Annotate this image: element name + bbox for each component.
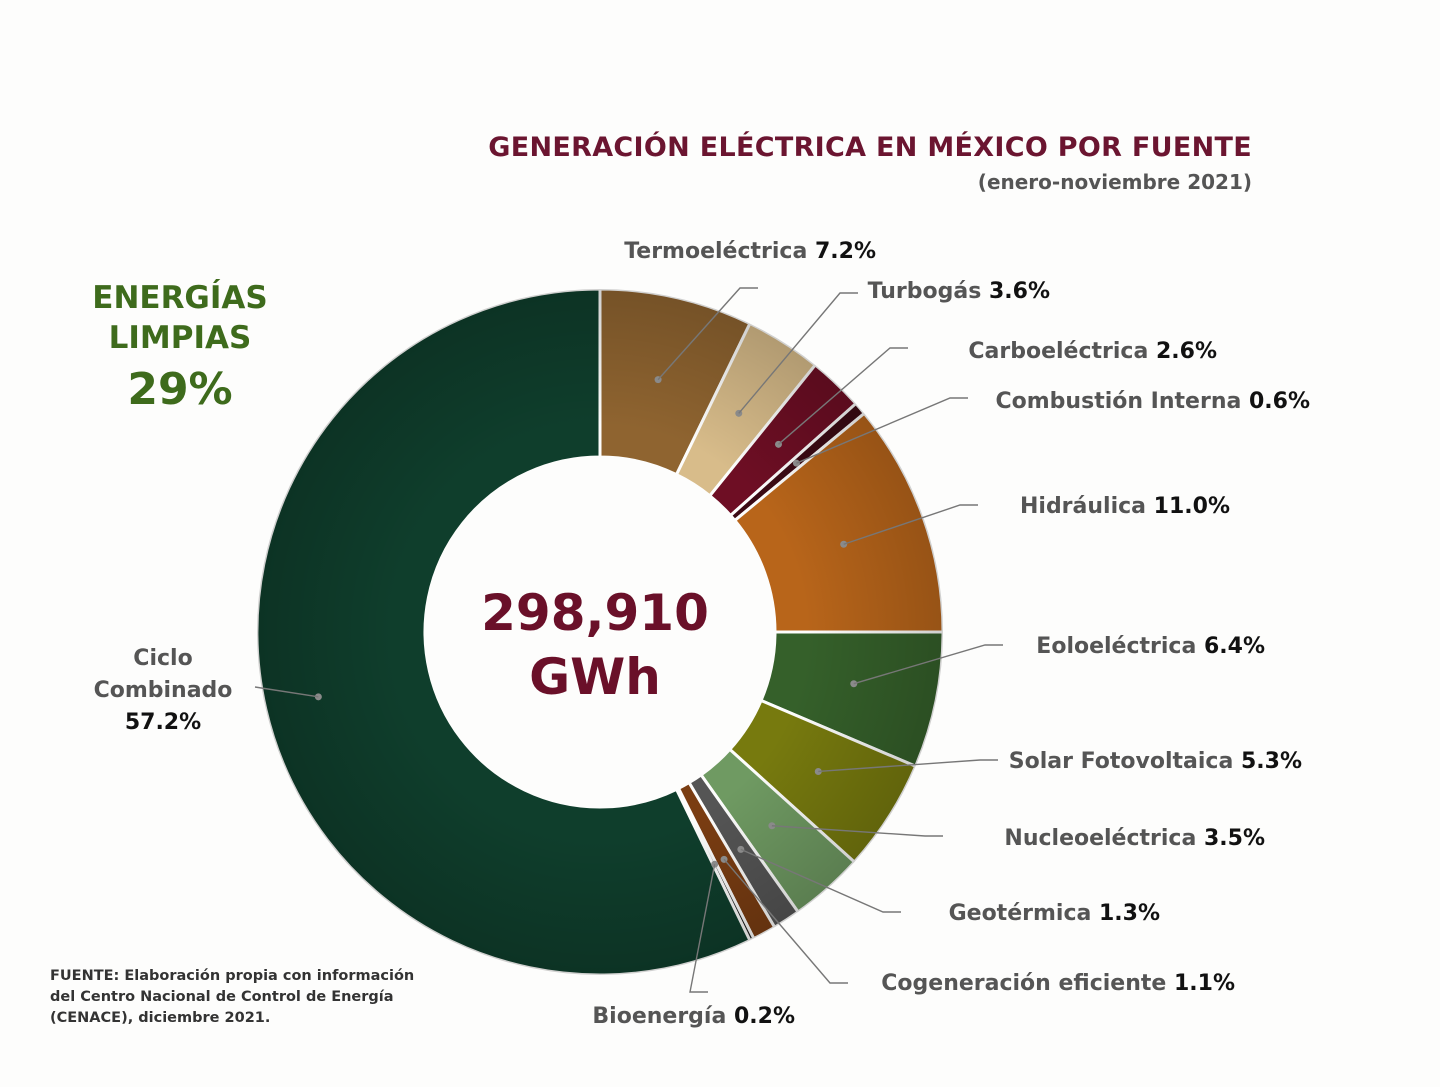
slice-label: Nucleoeléctrica 3.5% <box>1004 826 1265 851</box>
leader-line <box>818 759 998 773</box>
chart-subtitle: (enero-noviembre 2021) <box>978 170 1252 194</box>
leader-line <box>843 504 978 545</box>
chart-title: GENERACIÓN ELÉCTRICA EN MÉXICO POR FUENT… <box>488 131 1252 163</box>
slice-label: Hidráulica 11.0% <box>1020 494 1230 519</box>
slice-label-name: Bioenergía <box>592 1004 734 1029</box>
leader-line <box>853 644 1003 685</box>
slice-label-value: 6.4% <box>1204 634 1265 659</box>
slice-label-value: 3.5% <box>1204 826 1265 851</box>
slice-label-name: Combinado <box>94 678 233 703</box>
slice-label-name: Carboeléctrica <box>968 339 1156 364</box>
clean-energy-line1: ENERGÍAS <box>92 280 267 316</box>
slice-label-name: Nucleoeléctrica <box>1004 826 1204 851</box>
slice-label-value: 0.6% <box>1249 389 1310 414</box>
slice-label-name: Ciclo <box>133 646 192 671</box>
leader-line <box>689 864 716 993</box>
slice-label-value: 5.3% <box>1241 749 1302 774</box>
leader-line <box>796 397 968 464</box>
slice-label: Turbogás 3.6% <box>868 279 1050 304</box>
leader-line <box>657 287 758 381</box>
slice-label: Cogeneración eficiente 1.1% <box>881 971 1235 996</box>
slice-label-name: Turbogás <box>868 279 989 304</box>
slice-label-value: 2.6% <box>1156 339 1217 364</box>
slice-label-value: 11.0% <box>1154 494 1230 519</box>
slice-label-name: Geotérmica <box>949 901 1099 926</box>
slice-label-name: Combustión Interna <box>996 389 1249 414</box>
slice-label-name: Cogeneración eficiente <box>881 971 1174 996</box>
slice-label-name: Termoeléctrica <box>624 239 815 264</box>
slice-label-name: Hidráulica <box>1020 494 1154 519</box>
slice-label: Combustión Interna 0.6% <box>996 389 1311 414</box>
slice-label-value: 3.6% <box>989 279 1050 304</box>
leader-line <box>738 292 858 414</box>
slice-label-value: 0.2% <box>734 1004 795 1029</box>
slice-label-value: 1.3% <box>1099 901 1160 926</box>
slice-label: Termoeléctrica 7.2% <box>624 239 876 264</box>
slice-label: Geotérmica 1.3% <box>949 901 1160 926</box>
leader-line <box>778 347 908 445</box>
leader-lines <box>254 287 1003 993</box>
center-total-unit: GWh <box>529 648 661 706</box>
slice-label-value: 57.2% <box>125 710 201 735</box>
slice-label: Solar Fotovoltaica 5.3% <box>1009 749 1302 774</box>
slice-label: Eoloeléctrica 6.4% <box>1036 634 1265 659</box>
slice-labels: Termoeléctrica 7.2% Turbogás 3.6% Carboelé… <box>94 239 1310 1029</box>
slice-label-value: 1.1% <box>1174 971 1235 996</box>
slice-label: Bioenergía 0.2% <box>592 1004 795 1029</box>
slice-label-value: 7.2% <box>815 239 876 264</box>
slice-label-name: Eoloeléctrica <box>1036 634 1204 659</box>
slice-label-name: Solar Fotovoltaica <box>1009 749 1241 774</box>
leader-line <box>723 858 848 984</box>
donut-hole <box>426 458 774 806</box>
leader-line <box>771 825 943 837</box>
slice-label: Carboeléctrica 2.6% <box>968 339 1217 364</box>
source-line2: del Centro Nacional de Control de Energí… <box>50 989 394 1005</box>
leader-line <box>254 686 319 698</box>
source-line3: (CENACE), diciembre 2021. <box>50 1010 270 1026</box>
source-line1: FUENTE: Elaboración propia con informaci… <box>50 968 414 984</box>
center-total-value: 298,910 <box>481 584 709 642</box>
clean-energy-line2: LIMPIAS <box>109 320 252 356</box>
leader-line <box>740 848 901 913</box>
clean-energy-value: 29% <box>127 364 232 415</box>
